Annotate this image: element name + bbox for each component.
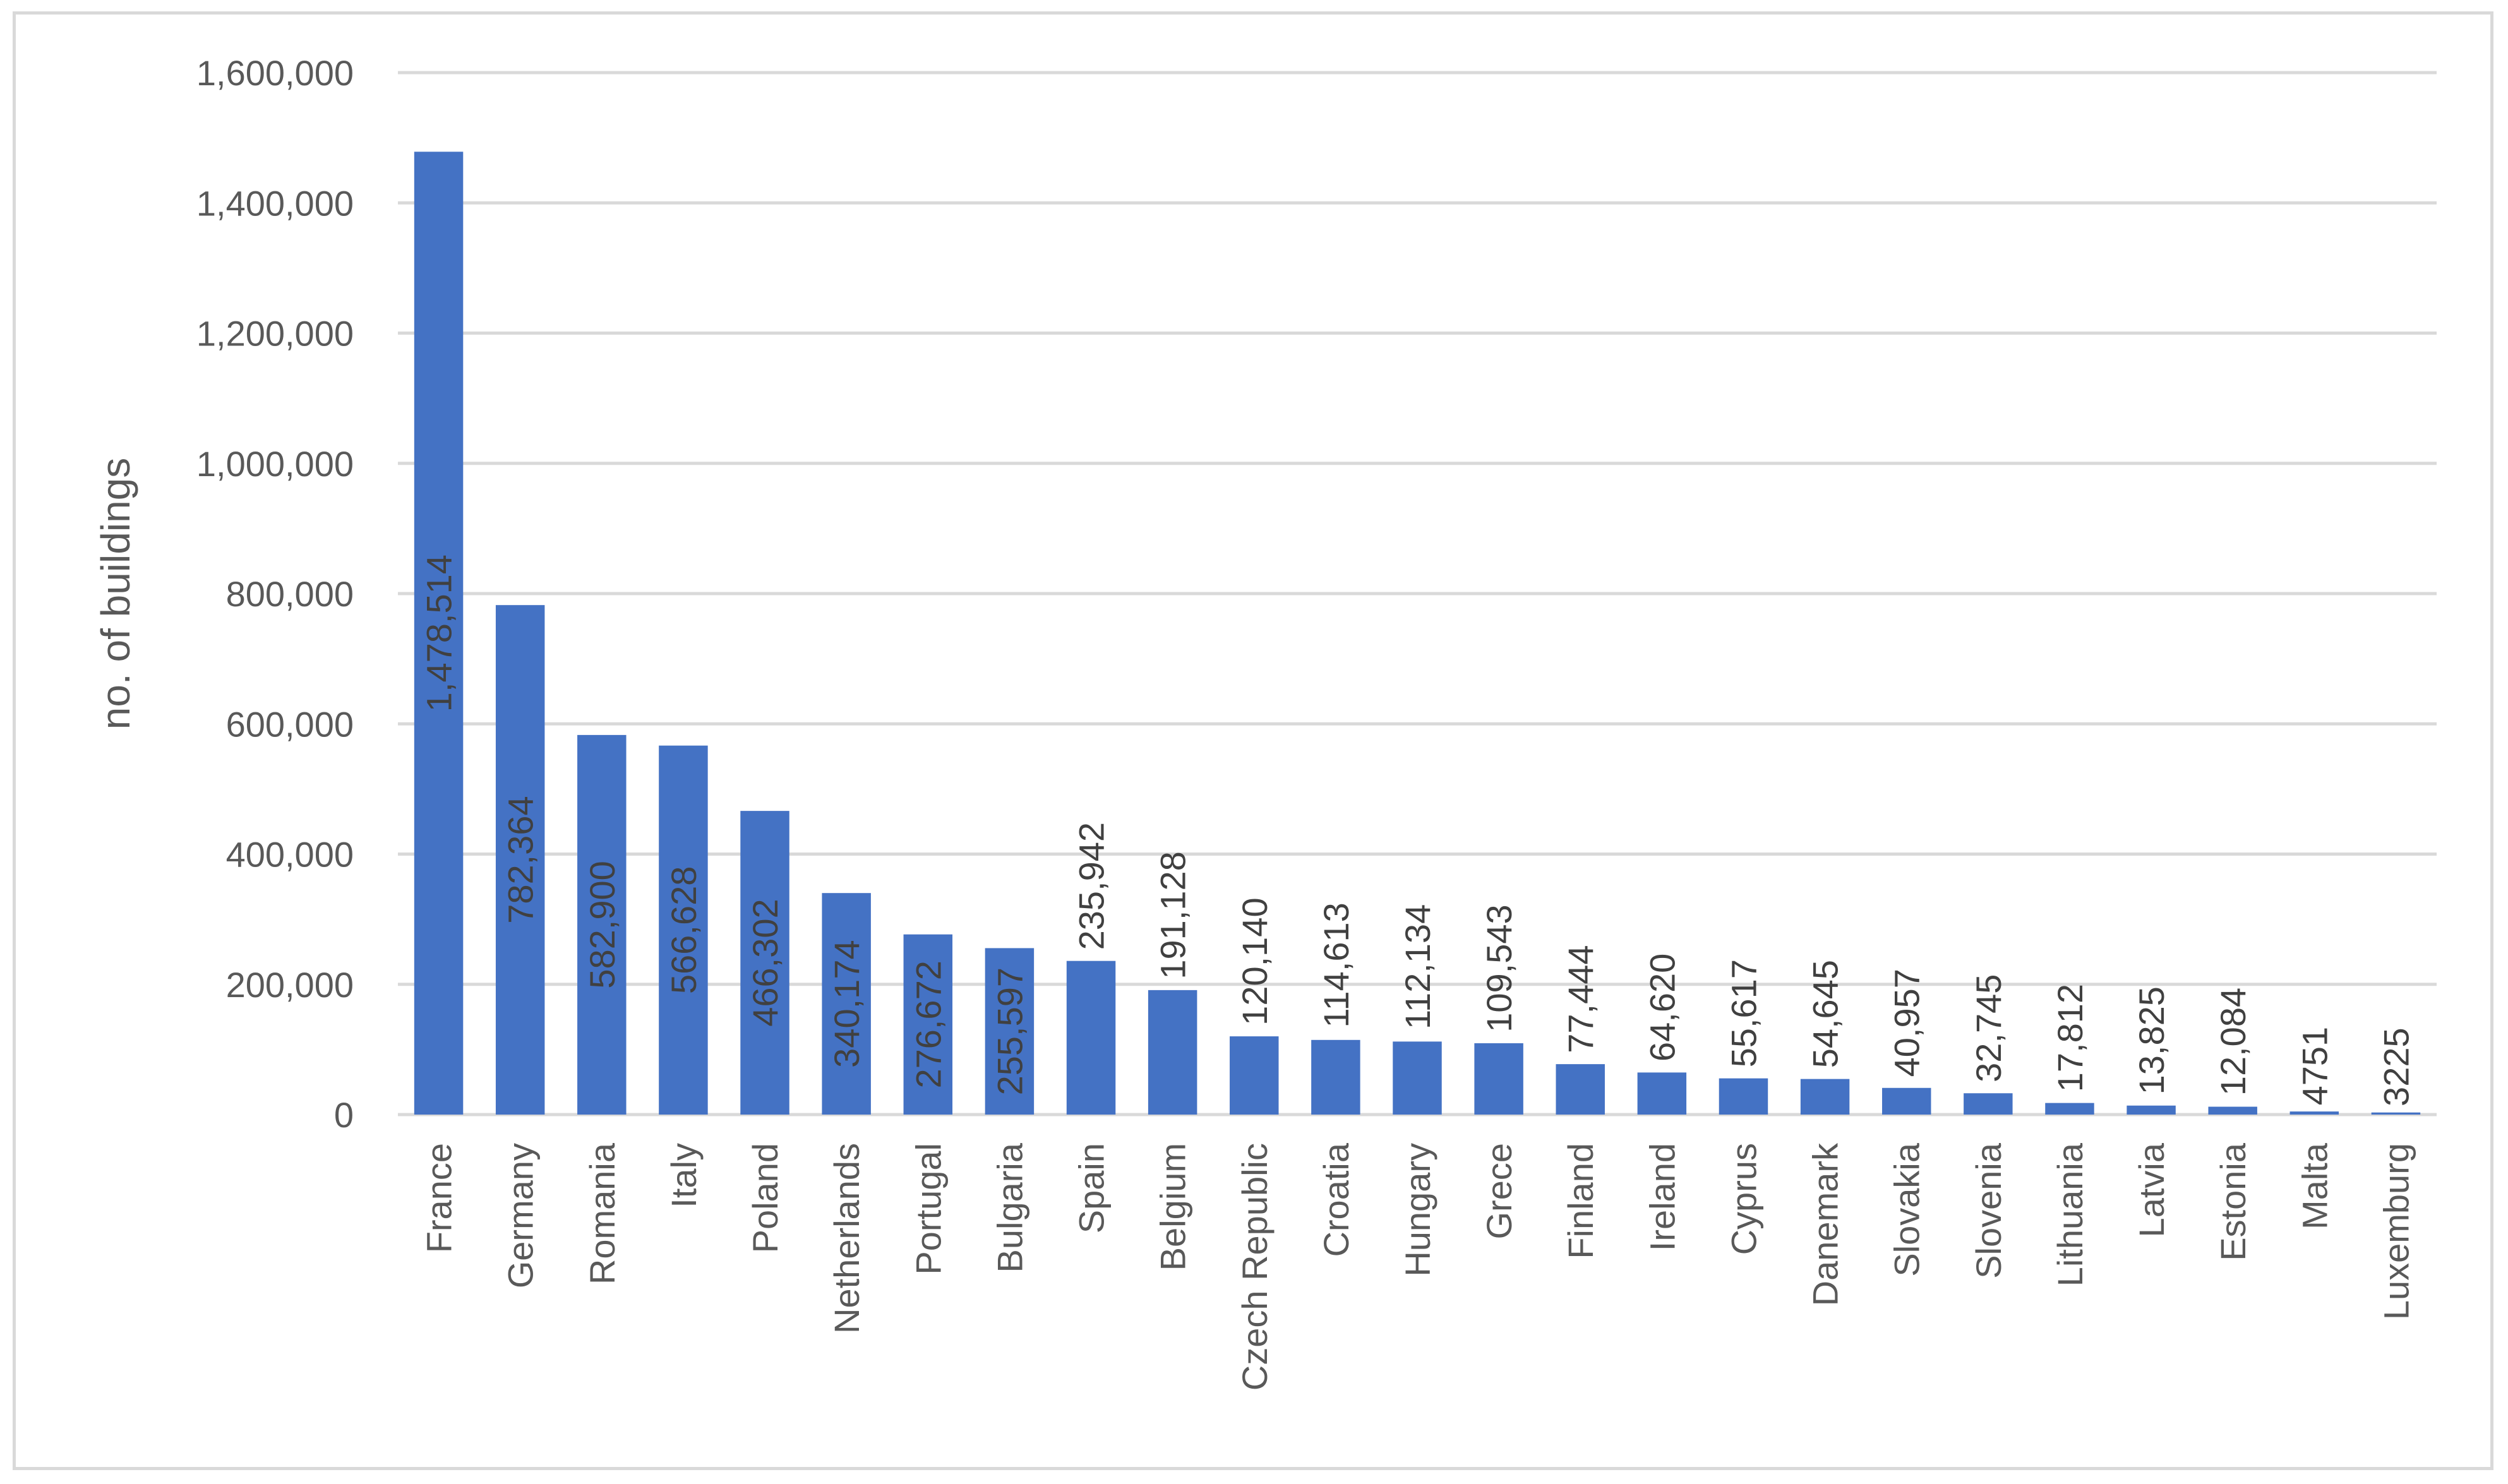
data-label: 466,302 — [745, 899, 785, 1026]
bar-italy — [659, 745, 708, 1115]
data-label: 54,645 — [1806, 960, 1845, 1068]
y-tick-label: 800,000 — [226, 574, 354, 614]
y-axis-title: no. of buildings — [93, 458, 138, 730]
x-category-label: Spain — [1072, 1143, 1112, 1233]
x-category-label: Belgium — [1153, 1143, 1193, 1271]
bar-lithuania — [2045, 1103, 2094, 1115]
data-label: 235,942 — [1072, 822, 1112, 950]
data-label: 112,134 — [1398, 904, 1437, 1029]
bar-grece — [1474, 1043, 1523, 1115]
x-category-label: Portugal — [908, 1143, 948, 1275]
x-category-label: Bulgaria — [990, 1142, 1029, 1272]
bar-france — [414, 152, 464, 1115]
data-label: 40,957 — [1887, 969, 1927, 1077]
y-tick-label: 1,200,000 — [196, 314, 354, 354]
x-category-label: Estonia — [2213, 1142, 2253, 1261]
x-category-label: Slovenia — [1969, 1142, 2008, 1279]
bar-estonia — [2208, 1106, 2257, 1115]
bar-finland — [1556, 1064, 1605, 1115]
y-tick-label: 1,600,000 — [196, 53, 354, 93]
data-label: 12,084 — [2213, 988, 2253, 1096]
bar-germany — [495, 605, 545, 1115]
bar-belgium — [1148, 990, 1197, 1115]
data-label: 120,140 — [1235, 897, 1275, 1025]
data-label: 255,597 — [990, 967, 1029, 1095]
x-axis-category-labels: France Germany Romania Italy Poland Netherlan… — [419, 1142, 2416, 1391]
x-category-label: Lithuania — [2050, 1142, 2090, 1286]
x-category-label: Latvia — [2132, 1142, 2171, 1237]
y-tick-label: 0 — [334, 1095, 354, 1135]
x-category-label: Finland — [1561, 1143, 1600, 1259]
data-label: 191,128 — [1153, 851, 1193, 979]
data-label: 17,812 — [2050, 984, 2090, 1092]
x-category-label: Italy — [664, 1143, 704, 1208]
bar-slovenia — [1964, 1093, 2013, 1115]
data-label: 566,628 — [664, 866, 704, 994]
data-label: 13,825 — [2132, 986, 2171, 1094]
bar-spain — [1066, 960, 1116, 1115]
data-label: 276,672 — [908, 960, 948, 1088]
x-category-label: Grece — [1479, 1143, 1519, 1240]
bar-hungary — [1393, 1041, 1442, 1115]
y-tick-label: 400,000 — [226, 835, 354, 875]
bar-bulgaria — [985, 948, 1035, 1115]
bar-latvia — [2127, 1105, 2176, 1115]
data-label: 4751 — [2295, 1027, 2334, 1106]
gridlines — [398, 71, 2437, 1116]
x-category-label: Danemark — [1806, 1142, 1845, 1306]
y-tick-label: 200,000 — [226, 965, 354, 1005]
data-label: 77,444 — [1561, 945, 1600, 1053]
x-category-label: Ireland — [1642, 1143, 1682, 1251]
bar-cyprus — [1719, 1078, 1768, 1115]
bar-poland — [740, 811, 789, 1115]
bar-netherlands — [822, 893, 871, 1115]
data-label: 340,174 — [827, 940, 867, 1067]
x-category-label: Netherlands — [827, 1143, 867, 1334]
bar-portugal — [903, 934, 953, 1115]
x-category-label: Hungary — [1398, 1143, 1437, 1277]
bar-czech-republic — [1230, 1036, 1279, 1115]
bars — [414, 152, 2421, 1115]
data-labels: 1,478,514 782,364 582,900 566,628 466,302 340… — [419, 554, 2416, 1106]
y-tick-label: 1,000,000 — [196, 444, 354, 484]
x-category-label: Croatia — [1316, 1142, 1356, 1257]
x-category-label: Romania — [582, 1142, 622, 1284]
data-label: 55,617 — [1724, 959, 1763, 1067]
x-category-label: Luxemburg — [2376, 1143, 2416, 1320]
bar-ireland — [1637, 1072, 1687, 1115]
y-axis-tick-labels: 0 200,000 400,000 600,000 800,000 1,000,000 1,… — [196, 53, 354, 1135]
data-label: 114,613 — [1316, 902, 1356, 1027]
bar-malta — [2289, 1111, 2339, 1115]
data-label: 1,478,514 — [419, 554, 459, 712]
y-tick-label: 600,000 — [226, 704, 354, 744]
x-category-label: Czech Republic — [1235, 1143, 1275, 1391]
data-label: 109,543 — [1479, 904, 1519, 1032]
data-label: 32,745 — [1969, 974, 2008, 1082]
y-tick-label: 1,400,000 — [196, 183, 354, 223]
data-label: 64,620 — [1642, 954, 1682, 1062]
x-category-label: Malta — [2295, 1142, 2334, 1230]
x-category-label: Cyprus — [1724, 1143, 1763, 1255]
x-category-label: France — [419, 1143, 459, 1253]
bar-danemark — [1800, 1079, 1850, 1115]
data-label: 3225 — [2376, 1027, 2416, 1106]
x-category-label: Germany — [501, 1143, 541, 1288]
bar-slovakia — [1881, 1087, 1931, 1115]
bar-luxemburg — [2371, 1112, 2421, 1115]
data-label: 782,364 — [501, 796, 541, 923]
data-label: 582,900 — [582, 861, 622, 988]
bar-romania — [577, 734, 627, 1115]
x-category-label: Slovakia — [1887, 1142, 1927, 1277]
x-category-label: Poland — [745, 1143, 785, 1253]
bar-croatia — [1311, 1039, 1360, 1115]
